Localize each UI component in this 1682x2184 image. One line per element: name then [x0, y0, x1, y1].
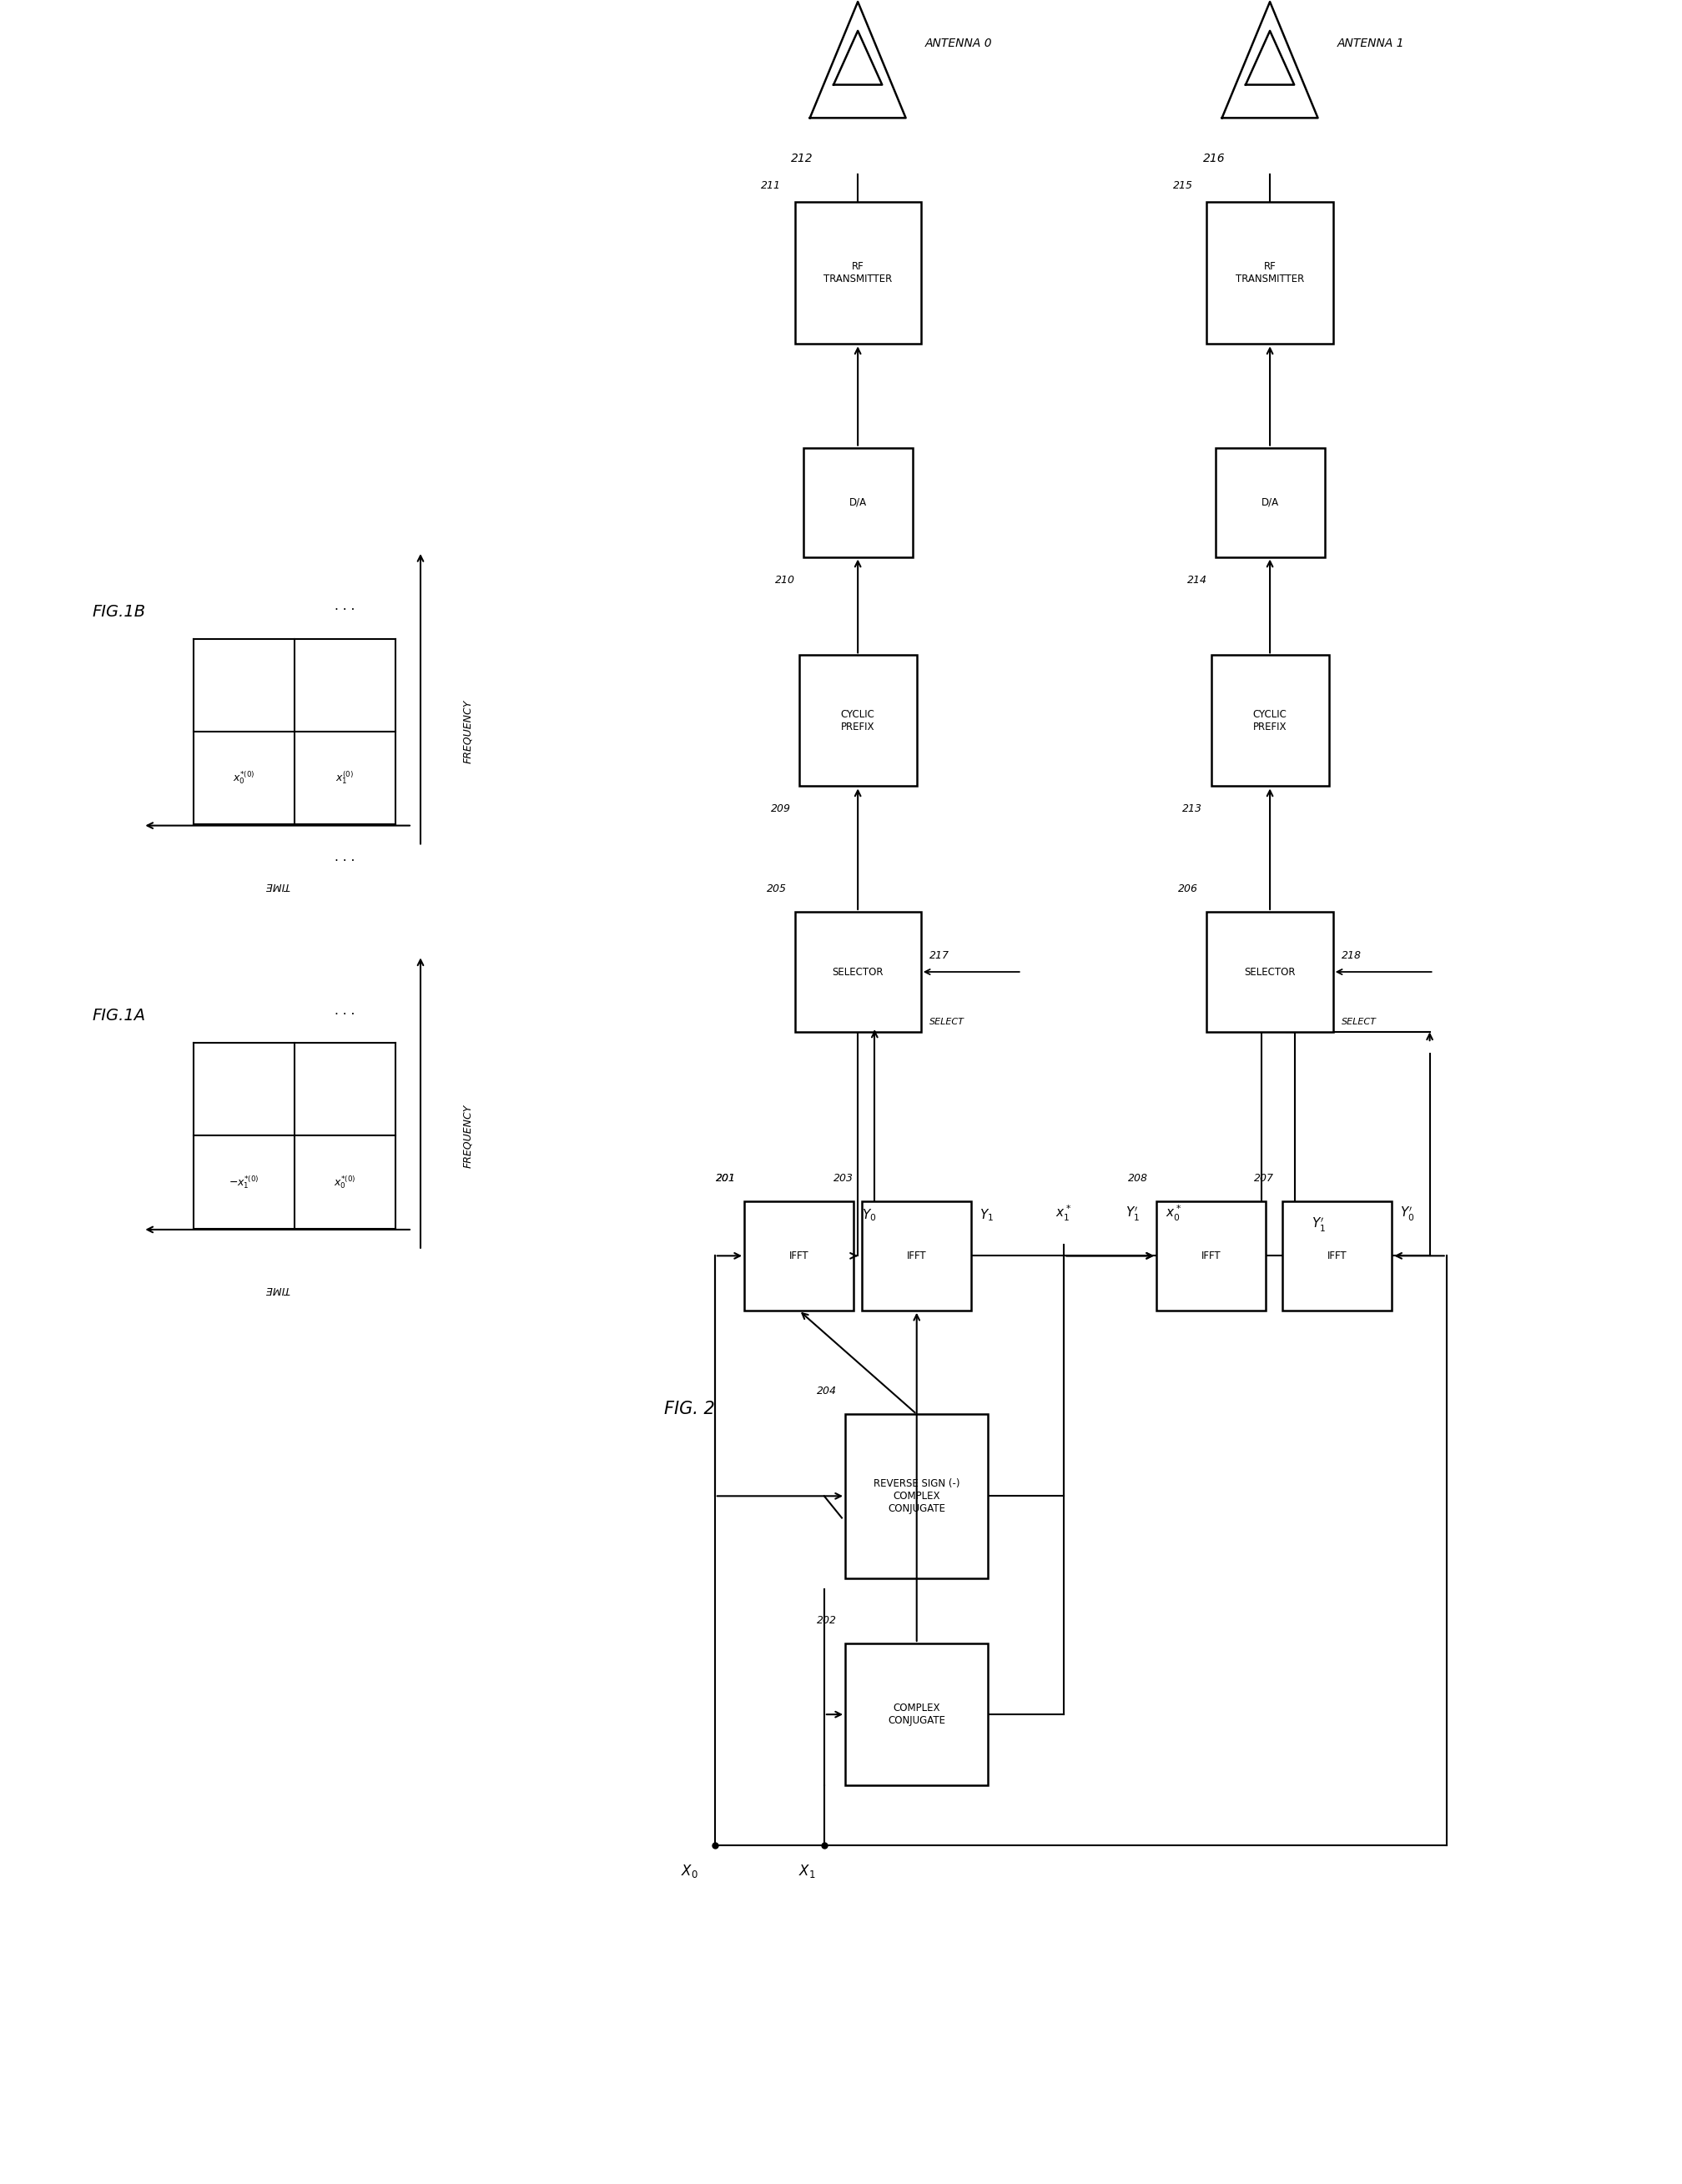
Text: ANTENNA 1: ANTENNA 1	[1337, 37, 1404, 50]
Text: FREQUENCY: FREQUENCY	[463, 699, 473, 764]
Text: 212: 212	[791, 153, 812, 164]
Text: $X_1$: $X_1$	[799, 1863, 816, 1880]
Text: RF
TRANSMITTER: RF TRANSMITTER	[824, 262, 891, 284]
FancyBboxPatch shape	[804, 448, 912, 557]
Text: TIME: TIME	[266, 1284, 289, 1295]
FancyBboxPatch shape	[794, 911, 922, 1031]
FancyBboxPatch shape	[1157, 1201, 1265, 1310]
FancyBboxPatch shape	[1206, 203, 1332, 343]
Text: D/A: D/A	[849, 498, 866, 507]
Text: $x_0^{*(0)}$: $x_0^{*(0)}$	[333, 1175, 357, 1190]
Text: FIG.1B: FIG.1B	[93, 603, 146, 620]
Text: 201: 201	[717, 1173, 737, 1184]
Text: SELECT: SELECT	[928, 1018, 964, 1026]
Text: 207: 207	[1255, 1173, 1275, 1184]
FancyBboxPatch shape	[743, 1201, 854, 1310]
Text: 201: 201	[717, 1173, 737, 1184]
FancyBboxPatch shape	[846, 1415, 989, 1577]
Text: 215: 215	[1174, 181, 1194, 192]
Text: 202: 202	[817, 1616, 838, 1625]
Text: 213: 213	[1182, 804, 1203, 815]
Text: FIG. 2: FIG. 2	[664, 1400, 715, 1417]
Text: 204: 204	[817, 1387, 838, 1398]
Text: 206: 206	[1179, 885, 1198, 895]
Text: 205: 205	[767, 885, 785, 895]
Text: 210: 210	[775, 574, 794, 585]
Text: $Y_1'$: $Y_1'$	[1125, 1206, 1139, 1223]
Text: SELECTOR: SELECTOR	[1245, 968, 1295, 976]
FancyBboxPatch shape	[1211, 655, 1329, 786]
Text: COMPLEX
CONJUGATE: COMPLEX CONJUGATE	[888, 1704, 945, 1725]
Text: IFFT: IFFT	[1327, 1251, 1347, 1260]
Text: TIME: TIME	[266, 880, 289, 891]
FancyBboxPatch shape	[1206, 911, 1332, 1031]
Text: $Y_1'$: $Y_1'$	[1312, 1216, 1325, 1234]
Text: . . .: . . .	[335, 850, 355, 863]
Text: $x_0^*$: $x_0^*$	[1166, 1203, 1181, 1223]
FancyBboxPatch shape	[794, 203, 922, 343]
Text: CYCLIC
PREFIX: CYCLIC PREFIX	[1253, 710, 1287, 732]
Text: 214: 214	[1187, 574, 1206, 585]
Text: 217: 217	[928, 950, 949, 961]
Text: $x_1^*$: $x_1^*$	[1056, 1203, 1071, 1223]
Text: $Y_0'$: $Y_0'$	[1399, 1206, 1415, 1223]
FancyBboxPatch shape	[799, 655, 917, 786]
Text: 218: 218	[1342, 950, 1361, 961]
Text: $x_1^{(0)}$: $x_1^{(0)}$	[336, 771, 353, 786]
Text: $X_0$: $X_0$	[681, 1863, 698, 1880]
Text: IFFT: IFFT	[1201, 1251, 1221, 1260]
Text: 208: 208	[1129, 1173, 1147, 1184]
Text: IFFT: IFFT	[907, 1251, 927, 1260]
FancyBboxPatch shape	[861, 1201, 972, 1310]
Text: 203: 203	[834, 1173, 854, 1184]
Text: FREQUENCY: FREQUENCY	[463, 1103, 473, 1168]
FancyBboxPatch shape	[1282, 1201, 1393, 1310]
Text: IFFT: IFFT	[789, 1251, 809, 1260]
Text: SELECT: SELECT	[1342, 1018, 1376, 1026]
Text: FIG.1A: FIG.1A	[93, 1007, 146, 1024]
Text: $-x_1^{*(0)}$: $-x_1^{*(0)}$	[229, 1175, 259, 1190]
Text: SELECTOR: SELECTOR	[833, 968, 883, 976]
Text: . . .: . . .	[335, 1005, 355, 1018]
Text: $Y_1$: $Y_1$	[979, 1208, 994, 1223]
Text: 211: 211	[762, 181, 780, 192]
Text: $Y_0$: $Y_0$	[861, 1208, 876, 1223]
Text: CYCLIC
PREFIX: CYCLIC PREFIX	[841, 710, 875, 732]
FancyBboxPatch shape	[1214, 448, 1325, 557]
Text: 216: 216	[1203, 153, 1224, 164]
Text: REVERSE SIGN (-)
COMPLEX
CONJUGATE: REVERSE SIGN (-) COMPLEX CONJUGATE	[873, 1479, 960, 1514]
Text: 209: 209	[770, 804, 791, 815]
FancyBboxPatch shape	[846, 1642, 989, 1787]
Text: $x_0^{*(0)}$: $x_0^{*(0)}$	[232, 771, 256, 786]
Text: RF
TRANSMITTER: RF TRANSMITTER	[1236, 262, 1304, 284]
Text: ANTENNA 0: ANTENNA 0	[925, 37, 992, 50]
Text: . . .: . . .	[335, 601, 355, 612]
Text: D/A: D/A	[1262, 498, 1278, 507]
